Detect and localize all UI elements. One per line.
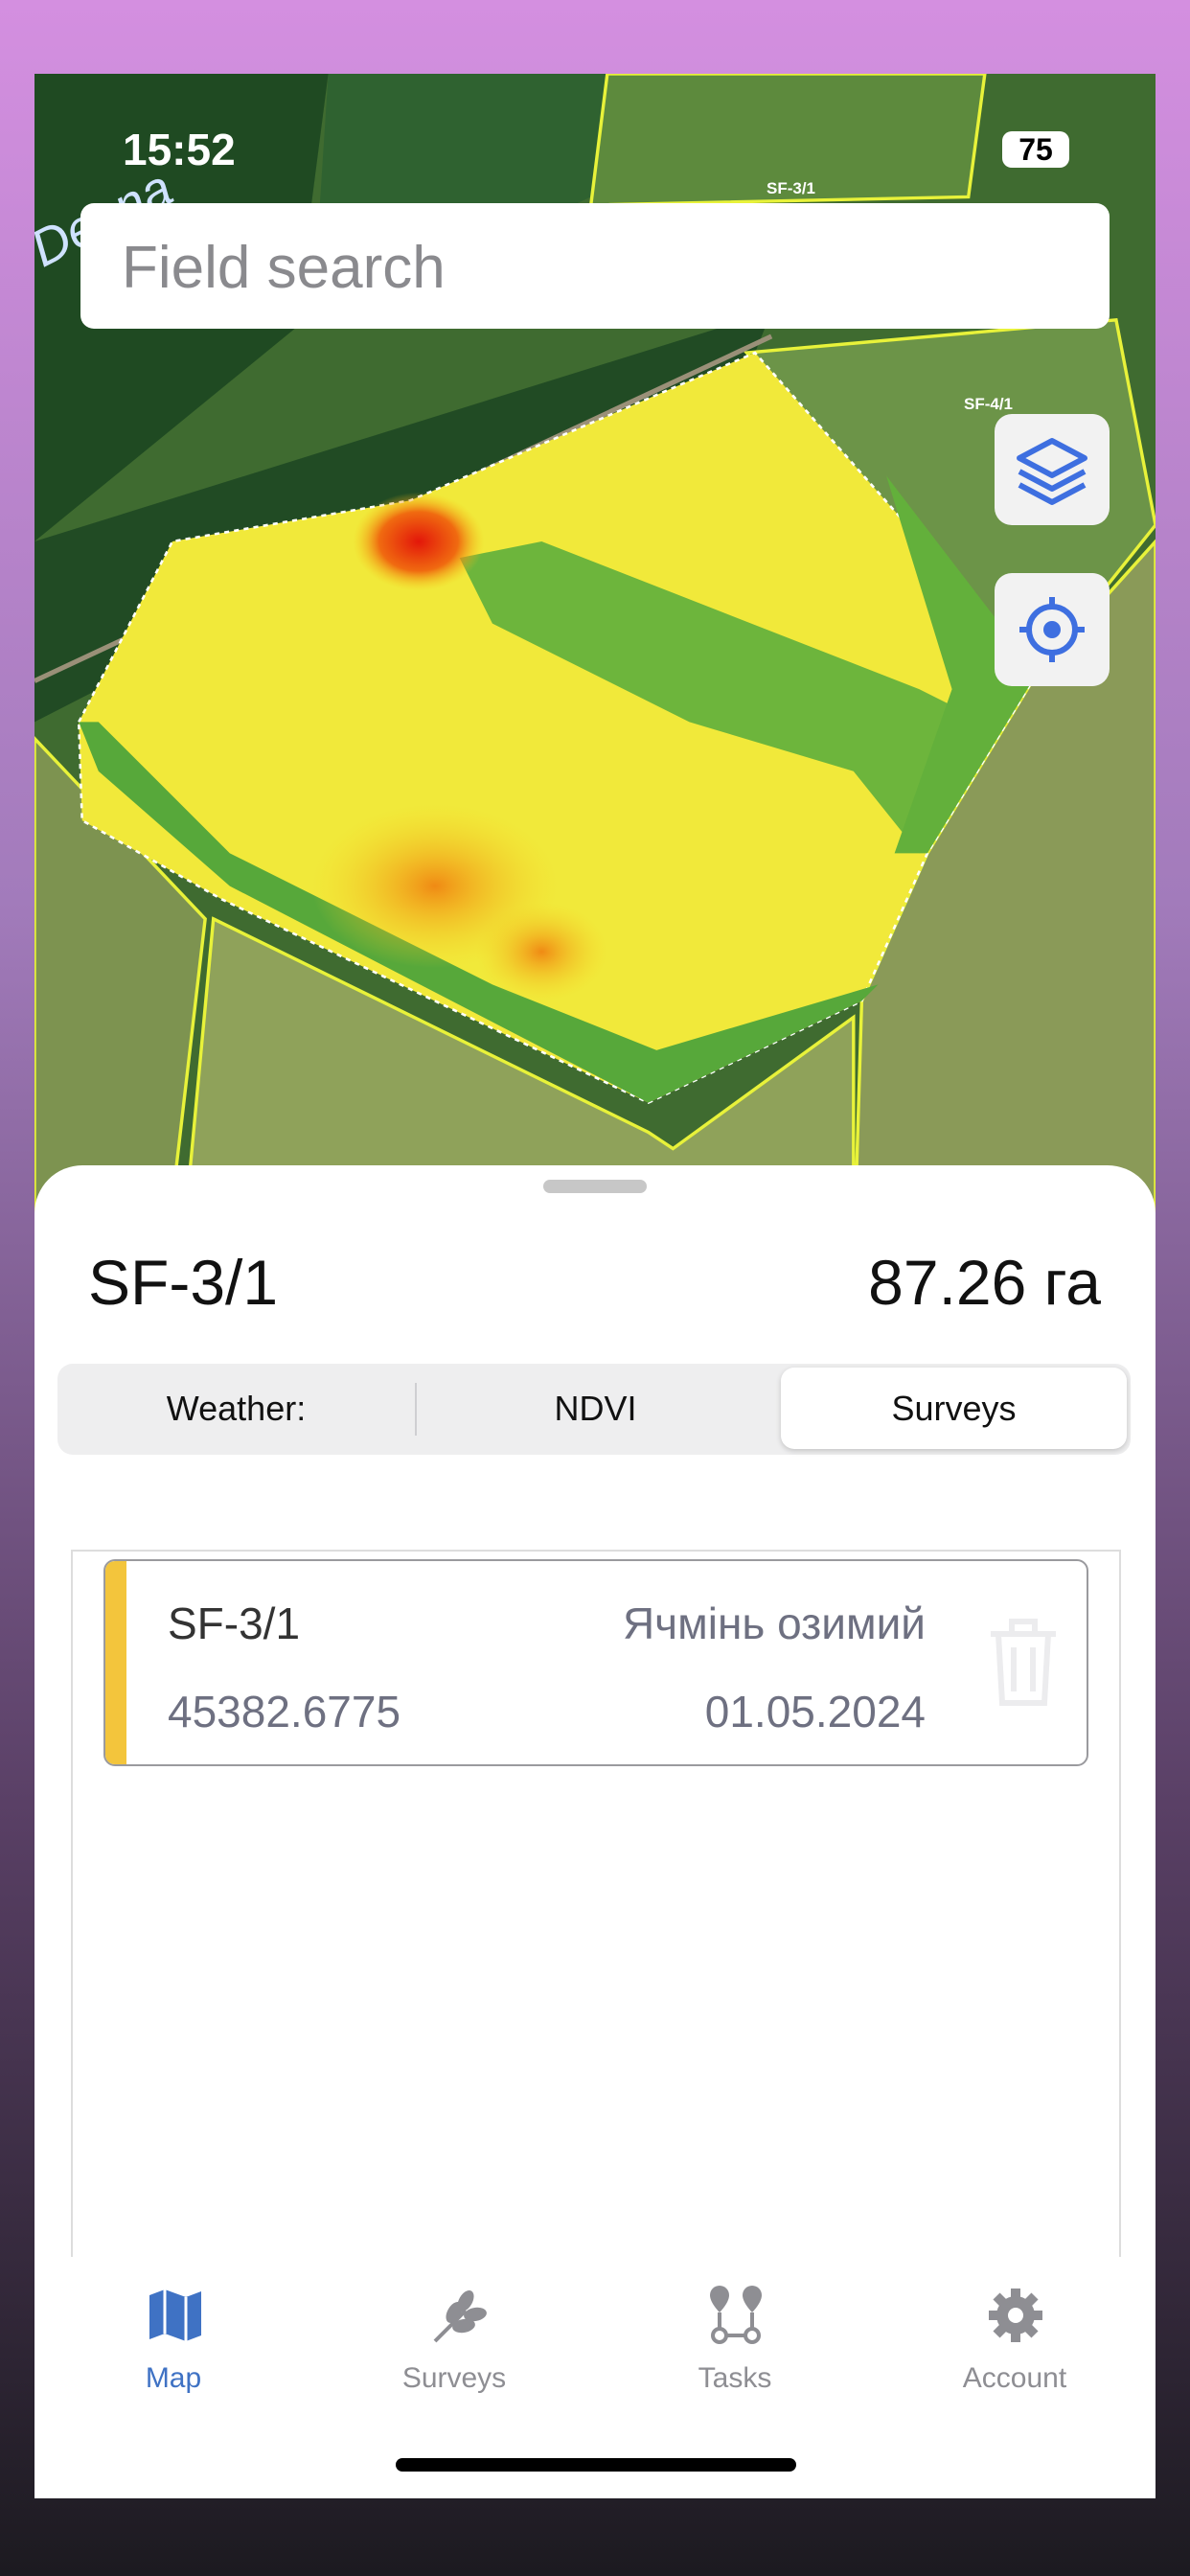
tab-divider [415, 1383, 417, 1436]
tab[interactable]: NDVI [554, 1389, 637, 1428]
nav-label[interactable]: Surveys [401, 2362, 507, 2394]
search-placeholder: Field search [122, 235, 446, 301]
tab-navigation: Map Surveys Tasks Account [34, 2257, 1156, 2498]
battery: 75 [1002, 131, 1069, 168]
card-field: SF-3/1 [168, 1598, 301, 1648]
nav-label[interactable]: Account [962, 2362, 1067, 2394]
tab[interactable]: Surveys [891, 1389, 1017, 1428]
layers-icon [1017, 438, 1087, 505]
locate-icon [1019, 597, 1085, 662]
map-label: SF-4/1 [964, 395, 1014, 413]
nav-icon [433, 2290, 487, 2343]
survey-card[interactable]: SF-3/1 Ячмінь озимий 45382.6775 01.05.20… [103, 1559, 1088, 1766]
nav-icon [710, 2286, 762, 2344]
locate-button[interactable] [995, 573, 1110, 686]
map-label: SF-3/1 [767, 179, 816, 197]
status-time: 15:52 [123, 125, 236, 174]
layers-button[interactable] [995, 414, 1110, 525]
tab-bar: Weather: NDVI Surveys [57, 1364, 1131, 1455]
nav-icon [149, 2289, 201, 2341]
status-stripe [105, 1561, 126, 1764]
survey-list: SF-3/1 Ячмінь озимий 45382.6775 01.05.20… [71, 1550, 1121, 2414]
sheet-handle[interactable] [543, 1180, 647, 1193]
delete-icon[interactable] [985, 1617, 1062, 1709]
field-area: 87.26 га [868, 1247, 1101, 1318]
tab[interactable]: Weather: [166, 1389, 307, 1428]
phone-screen: Desna SF-3/1 SF-4/1 15:52 75 Field searc… [34, 74, 1156, 2498]
field-name: SF-3/1 [88, 1247, 279, 1318]
card-crop: Ячмінь озимий [622, 1598, 926, 1648]
card-date: 01.05.2024 [704, 1687, 926, 1736]
nav-label[interactable]: Map [145, 2362, 202, 2394]
card-number: 45382.6775 [168, 1687, 401, 1736]
nav-label[interactable]: Tasks [698, 2362, 772, 2394]
search-box[interactable]: Field search [80, 203, 1110, 329]
nav-icon [989, 2288, 1042, 2342]
home-indicator [396, 2458, 796, 2472]
tab-selected-bg [781, 1368, 1127, 1449]
